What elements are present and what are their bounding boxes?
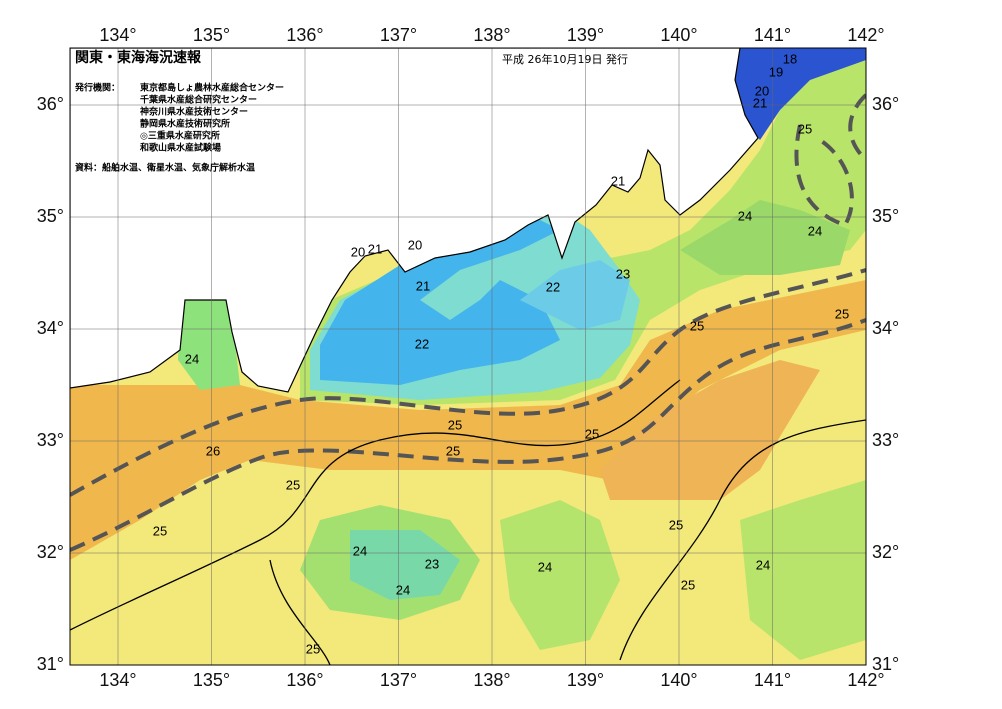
latitude-label: 32° <box>872 542 899 562</box>
longitude-label: 134° <box>99 25 136 45</box>
institution: 東京都島しょ農林水産総合センター <box>140 82 284 94</box>
source: 資料：船舶水温、衛星水温、気象庁解析水温 <box>75 162 255 174</box>
contour-label: 25 <box>835 306 849 321</box>
institutions-label: 発行機関： <box>74 82 120 94</box>
contour-label: 25 <box>153 523 167 538</box>
latitude-label: 34° <box>872 318 899 338</box>
contour-label: 24 <box>353 543 367 558</box>
institution: 千葉県水産総合研究センター <box>140 94 257 106</box>
latitude-label: 35° <box>37 206 64 226</box>
contour-label: 25 <box>690 318 704 333</box>
contour-label: 23 <box>616 266 630 281</box>
contour-label: 22 <box>546 279 560 294</box>
longitude-label: 139° <box>567 670 604 690</box>
latitude-label: 32° <box>37 542 64 562</box>
isotherm <box>269 559 331 665</box>
contour-label: 18 <box>783 51 797 66</box>
isotherm <box>70 379 681 631</box>
institution: ◎三重県水産研究所 <box>140 130 220 142</box>
sea-cyan-south <box>350 530 460 600</box>
contour-label: 19 <box>769 64 783 79</box>
longitude-label: 138° <box>473 25 510 45</box>
latitude-label: 34° <box>37 318 64 338</box>
contour-label: 24 <box>538 559 552 574</box>
institution: 和歌山県水産試験場 <box>139 142 221 154</box>
longitude-label: 140° <box>660 25 697 45</box>
sea-green2 <box>680 200 850 275</box>
longitude-label: 135° <box>193 670 230 690</box>
warm-eddy-edge2 <box>848 93 866 162</box>
contour-label: 25 <box>286 477 300 492</box>
latitude-label: 36° <box>37 94 64 114</box>
contour-label: 25 <box>669 517 683 532</box>
contour-label: 24 <box>185 351 199 366</box>
channel-green <box>178 300 240 390</box>
contour-label: 26 <box>206 443 220 458</box>
contour-label: 24 <box>396 582 410 597</box>
map-area <box>70 48 866 665</box>
institution: 静岡県水産技術研究所 <box>140 118 230 130</box>
isotherm <box>619 419 866 661</box>
warm-eddy-edge <box>794 124 854 228</box>
contour-label: 21 <box>416 278 430 293</box>
latitude-label: 33° <box>872 430 899 450</box>
sea-blue2 <box>520 260 630 330</box>
latitude-label: 35° <box>872 206 899 226</box>
longitude-label: 137° <box>380 25 417 45</box>
kuroshio-north-edge <box>70 268 866 497</box>
longitude-label: 141° <box>754 670 791 690</box>
longitude-label: 134° <box>99 670 136 690</box>
longitude-label: 136° <box>286 670 323 690</box>
contour-label: 20 <box>755 83 769 98</box>
contour-label: 24 <box>738 208 752 223</box>
sea-warmest <box>70 280 866 560</box>
contour-label: 25 <box>798 121 812 136</box>
longitude-label: 140° <box>660 670 697 690</box>
latitude-label: 31° <box>37 654 64 674</box>
longitude-label: 141° <box>754 25 791 45</box>
longitude-label: 138° <box>473 670 510 690</box>
contour-label: 23 <box>425 556 439 571</box>
contour-label: 21 <box>368 241 382 256</box>
contour-label: 25 <box>446 443 460 458</box>
contour-label: 25 <box>585 426 599 441</box>
issue-date: 平成 26年10月19日 発行 <box>502 52 628 66</box>
longitude-label: 139° <box>567 25 604 45</box>
land <box>70 48 759 393</box>
sea-green-east <box>740 480 866 660</box>
longitude-label: 142° <box>847 670 884 690</box>
longitude-label: 142° <box>847 25 884 45</box>
contour-label: 22 <box>415 336 429 351</box>
contour-label: 25 <box>681 577 695 592</box>
contour-label: 21 <box>753 95 767 110</box>
contour-label: 24 <box>756 557 770 572</box>
kuroshio-south-edge <box>70 318 866 552</box>
contour-label: 20 <box>408 237 422 252</box>
sea-warm-patch <box>600 360 820 500</box>
longitude-label: 137° <box>380 670 417 690</box>
sea-green-south2 <box>500 500 620 650</box>
institution: 神奈川県水産技術センター <box>140 106 248 118</box>
latitude-label: 33° <box>37 430 64 450</box>
contour-label: 25 <box>448 417 462 432</box>
sea-cold <box>735 48 866 140</box>
contour-label: 21 <box>611 173 625 188</box>
sea-blue <box>320 215 560 385</box>
latitude-label: 31° <box>872 654 899 674</box>
latitude-label: 36° <box>872 94 899 114</box>
longitude-label: 136° <box>286 25 323 45</box>
map-frame <box>69 47 867 666</box>
longitude-label: 135° <box>193 25 230 45</box>
contour-label: 20 <box>351 244 365 259</box>
contour-label: 25 <box>306 641 320 656</box>
title: 関東・東海海況速報 <box>75 49 202 66</box>
contour-label: 24 <box>808 223 822 238</box>
